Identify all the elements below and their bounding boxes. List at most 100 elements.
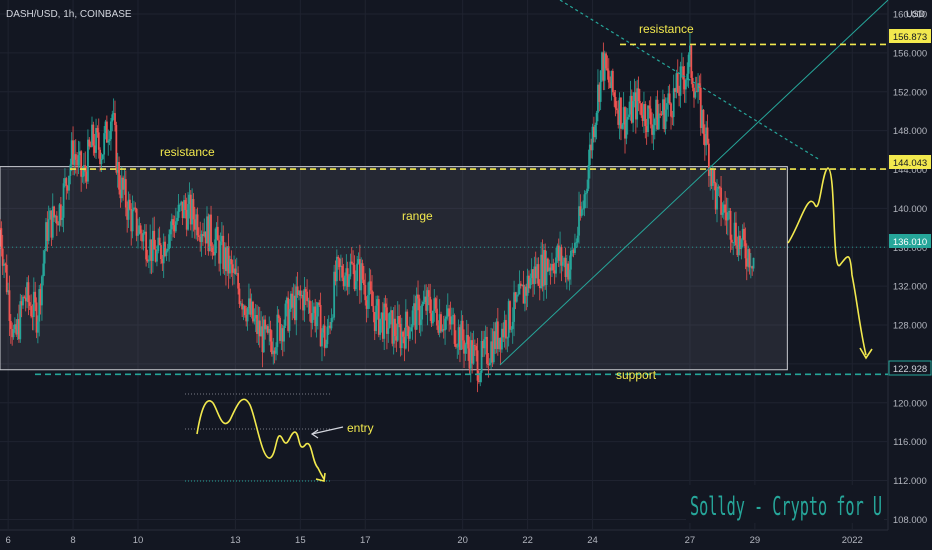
x-tick-label: 13 xyxy=(230,535,241,546)
candle-body xyxy=(69,164,72,176)
candle-body xyxy=(668,93,671,104)
candle-body xyxy=(588,144,591,165)
candle-body xyxy=(133,207,135,210)
candle-body xyxy=(195,214,198,230)
candle-body xyxy=(569,250,572,270)
candle-body xyxy=(141,233,143,242)
candle-body xyxy=(667,93,670,104)
candle-body xyxy=(107,140,110,143)
candle-body xyxy=(507,301,510,338)
candle-body xyxy=(160,245,162,260)
candle-body xyxy=(31,316,34,318)
candle-body xyxy=(436,308,438,326)
candle-body xyxy=(104,121,107,134)
time-axis[interactable] xyxy=(0,530,888,550)
candle-body xyxy=(277,314,280,319)
candle-body xyxy=(525,286,528,296)
candle-body xyxy=(131,209,134,232)
candle-body xyxy=(661,99,664,115)
candle-body xyxy=(68,175,70,191)
candle-body xyxy=(730,239,733,243)
candle-body xyxy=(150,239,153,262)
candle-body xyxy=(732,242,735,244)
candle-body xyxy=(291,293,294,308)
x-axis-ticks: 6 8 10 13 15 17 20 22 24 27 29 2022 xyxy=(5,535,862,546)
candle-body xyxy=(249,298,252,315)
candle-body xyxy=(330,318,333,329)
candle-body xyxy=(145,231,148,260)
candle-body xyxy=(338,258,341,268)
candle-body xyxy=(657,113,660,130)
candle-body xyxy=(220,235,223,242)
candle-body xyxy=(227,246,230,274)
candle-body xyxy=(452,315,455,317)
projection-path xyxy=(787,167,867,356)
price-tag-top-resistance: 156.873 xyxy=(889,29,931,43)
candle-body xyxy=(444,318,446,331)
candle-body xyxy=(72,140,74,165)
candle-body xyxy=(634,92,637,120)
candle-body xyxy=(162,241,165,264)
candle-body xyxy=(523,286,526,304)
candle-body xyxy=(36,321,39,333)
candle-body xyxy=(675,73,678,93)
candle-body xyxy=(191,199,194,225)
candle-body xyxy=(505,320,507,339)
candle-body xyxy=(736,245,739,256)
candle-body xyxy=(49,210,51,220)
candle-body xyxy=(200,234,203,242)
top-resistance-label: resistance xyxy=(639,22,694,36)
x-tick-label: 2022 xyxy=(842,535,863,546)
candle-body xyxy=(575,242,578,244)
x-tick-label: 24 xyxy=(587,535,598,546)
candle-body xyxy=(425,296,428,311)
candle-body xyxy=(42,263,45,277)
candle-body xyxy=(532,269,534,285)
candle-body xyxy=(180,201,183,205)
candle-body xyxy=(9,320,12,329)
watermark-box xyxy=(686,485,884,523)
candle-body xyxy=(506,337,509,339)
y-tick-label: 136.000 xyxy=(893,243,927,254)
candle-body xyxy=(391,310,394,344)
candle-body xyxy=(258,320,261,337)
candle-body xyxy=(469,340,472,369)
candle-body xyxy=(536,264,538,279)
candle-body xyxy=(549,267,552,271)
candle-body xyxy=(716,188,718,210)
candle-body xyxy=(414,303,417,330)
candle-body xyxy=(684,79,687,90)
candle-body xyxy=(368,281,371,296)
candle-body xyxy=(491,341,494,363)
candle-body xyxy=(181,201,184,219)
candle-body xyxy=(395,336,398,341)
candle-body xyxy=(488,362,491,365)
candle-body xyxy=(603,53,606,81)
candle-body xyxy=(720,187,722,215)
candle-body xyxy=(519,283,522,286)
candle-body xyxy=(618,97,621,125)
candle-body xyxy=(381,312,384,339)
candle-body xyxy=(92,124,95,146)
candle-body xyxy=(610,70,613,88)
candle-body xyxy=(606,68,609,71)
candle-body xyxy=(246,308,249,322)
candle-body xyxy=(11,328,14,338)
candle-body xyxy=(233,268,235,273)
price-axis[interactable] xyxy=(888,0,932,550)
candle-body xyxy=(51,206,54,238)
candle-body xyxy=(7,290,10,293)
candle-body xyxy=(463,340,465,354)
y-tick-label: 116.000 xyxy=(893,437,927,448)
candle-body xyxy=(510,328,513,330)
candle-body xyxy=(464,344,467,354)
candle-body xyxy=(552,263,555,271)
y-tick-label: 148.000 xyxy=(893,126,927,137)
candle-body xyxy=(43,250,46,264)
candle-body xyxy=(114,113,116,126)
candle-body xyxy=(473,345,476,347)
candle-body xyxy=(621,124,624,129)
candle-body xyxy=(62,183,65,218)
